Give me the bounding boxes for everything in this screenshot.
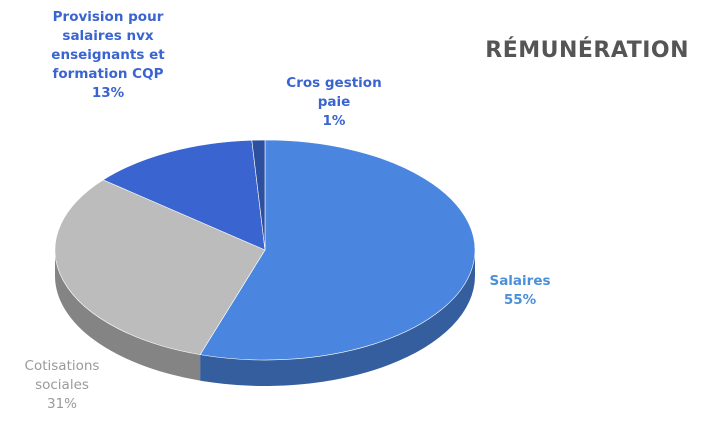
chart-title: RÉMUNÉRATION	[485, 38, 689, 63]
category-label: Cros gestion paie	[286, 75, 382, 110]
data-label: Provision pour salaires nvx enseignants …	[33, 8, 183, 103]
value-label: 13%	[91, 85, 125, 101]
slice-side	[55, 250, 201, 381]
category-label: Salaires	[489, 273, 551, 289]
pie-slice	[251, 139, 266, 251]
data-label: Salaires 55%	[465, 272, 575, 310]
category-label: Provision pour salaires nvx enseignants …	[51, 9, 165, 82]
data-label: Cros gestion paie 1%	[279, 74, 389, 131]
slice-side	[200, 250, 475, 386]
category-label: Cotisations sociales	[24, 358, 100, 393]
data-label: Cotisations sociales 31%	[2, 357, 122, 414]
pie-slice	[54, 179, 266, 355]
value-label: 31%	[46, 396, 77, 412]
value-label: 1%	[322, 113, 346, 129]
value-label: 55%	[503, 292, 537, 308]
pie-slice	[199, 139, 476, 361]
pie-slice	[102, 139, 266, 251]
